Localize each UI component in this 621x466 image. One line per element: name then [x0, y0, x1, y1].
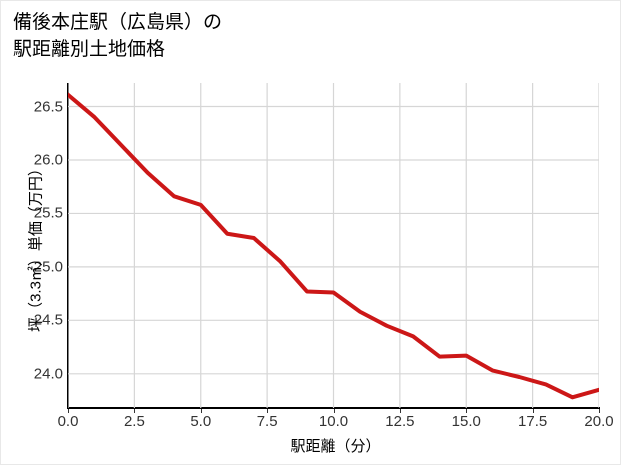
x-tick-mark	[599, 409, 600, 413]
x-tick-mark	[333, 409, 335, 413]
y-tick-label: 25.5	[33, 204, 63, 222]
x-tick-label: 15.0	[451, 413, 481, 430]
x-tick-label: 20.0	[584, 413, 614, 430]
x-tick-mark	[200, 409, 202, 413]
x-tick-label: 12.5	[385, 413, 415, 430]
x-tick-mark	[134, 409, 136, 413]
plot-area	[68, 83, 599, 408]
chart-title: 備後本庄駅（広島県）の 駅距離別土地価格	[13, 12, 223, 60]
vertical-gridlines	[68, 83, 599, 408]
x-tick-mark	[267, 409, 269, 413]
y-tick-label: 26.0	[33, 151, 63, 169]
price-line-series	[68, 92, 599, 400]
x-axis-spine	[67, 407, 600, 409]
y-tick-label: 24.0	[33, 365, 63, 383]
x-tick-label: 0.0	[57, 413, 79, 430]
x-tick-mark	[466, 409, 468, 413]
grid-and-series	[68, 83, 599, 408]
y-tick-label: 24.5	[33, 311, 63, 329]
x-tick-label: 7.5	[256, 413, 278, 430]
y-tick-label: 26.5	[33, 98, 63, 116]
x-tick-mark	[399, 409, 401, 413]
x-tick-label: 2.5	[123, 413, 145, 430]
x-tick-mark	[68, 409, 69, 413]
x-tick-label: 5.0	[190, 413, 212, 430]
x-axis-title: 駅距離（分）	[290, 438, 381, 455]
y-tick-label: 25.0	[33, 258, 63, 276]
y-axis-title-holder: 坪（3.3㎡）単価（万円）	[7, 83, 45, 408]
x-tick-label: 10.0	[318, 413, 349, 430]
x-tick-label: 17.5	[518, 413, 548, 430]
y-axis-title: 坪（3.3㎡）単価（万円）	[27, 160, 45, 332]
x-tick-mark	[532, 409, 534, 413]
y-tick-labels: 24.0 24.5 25.0 25.5 26.0 26.5	[13, 1, 63, 466]
